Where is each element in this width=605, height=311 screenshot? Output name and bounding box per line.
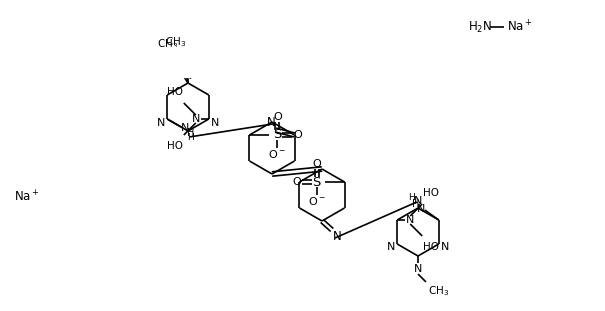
Text: N: N xyxy=(157,118,165,128)
Text: H: H xyxy=(187,132,194,142)
Text: N: N xyxy=(417,204,425,214)
Bar xyxy=(168,47,198,77)
Text: O: O xyxy=(312,159,321,169)
Text: H: H xyxy=(412,199,419,209)
Text: Na$^+$: Na$^+$ xyxy=(14,189,40,205)
Text: S: S xyxy=(273,128,282,142)
Text: O$^-$: O$^-$ xyxy=(307,195,325,207)
Text: H: H xyxy=(408,193,415,202)
Text: H: H xyxy=(186,128,194,138)
Text: CH$_3$: CH$_3$ xyxy=(428,284,450,298)
Text: 3: 3 xyxy=(191,54,196,63)
Text: Na$^+$: Na$^+$ xyxy=(507,19,533,35)
Text: N: N xyxy=(184,71,192,81)
Text: O: O xyxy=(293,130,302,140)
Text: N: N xyxy=(184,63,192,73)
Text: H$_2$N: H$_2$N xyxy=(468,20,492,35)
Text: N: N xyxy=(406,215,414,225)
Text: N: N xyxy=(333,230,341,243)
Text: HO: HO xyxy=(167,87,183,97)
Text: N: N xyxy=(387,243,395,253)
Text: N: N xyxy=(192,114,200,124)
Text: CH$_3$: CH$_3$ xyxy=(157,37,178,51)
Text: CH$_3$: CH$_3$ xyxy=(165,35,186,49)
Text: N: N xyxy=(182,68,190,78)
Text: N: N xyxy=(414,264,422,274)
Text: HO: HO xyxy=(167,141,183,151)
Text: O: O xyxy=(273,112,282,122)
Text: N: N xyxy=(181,123,189,133)
Text: HO: HO xyxy=(424,242,439,252)
Text: N: N xyxy=(440,243,449,253)
Text: N: N xyxy=(174,64,182,74)
Text: CH: CH xyxy=(178,56,194,66)
Text: HO: HO xyxy=(424,188,439,198)
Text: N: N xyxy=(182,68,190,78)
Text: N: N xyxy=(211,118,219,128)
Text: S: S xyxy=(312,175,321,188)
Text: O$^-$: O$^-$ xyxy=(269,148,287,160)
Text: N: N xyxy=(172,60,180,70)
Text: N: N xyxy=(414,196,422,206)
Text: N: N xyxy=(267,115,276,128)
Text: O: O xyxy=(292,177,301,187)
